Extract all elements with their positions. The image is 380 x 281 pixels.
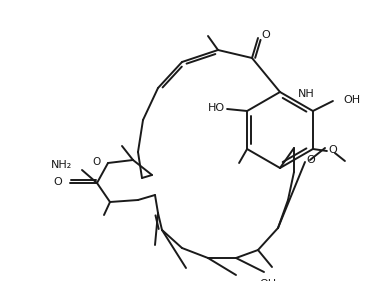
Text: O: O xyxy=(307,155,315,165)
Text: O: O xyxy=(93,157,101,167)
Text: O: O xyxy=(261,30,271,40)
Text: OH: OH xyxy=(260,279,277,281)
Text: NH₂: NH₂ xyxy=(51,160,72,170)
Text: O: O xyxy=(329,145,337,155)
Text: O: O xyxy=(53,177,62,187)
Text: HO: HO xyxy=(208,103,225,113)
Text: OH: OH xyxy=(343,95,360,105)
Text: NH: NH xyxy=(298,89,315,99)
